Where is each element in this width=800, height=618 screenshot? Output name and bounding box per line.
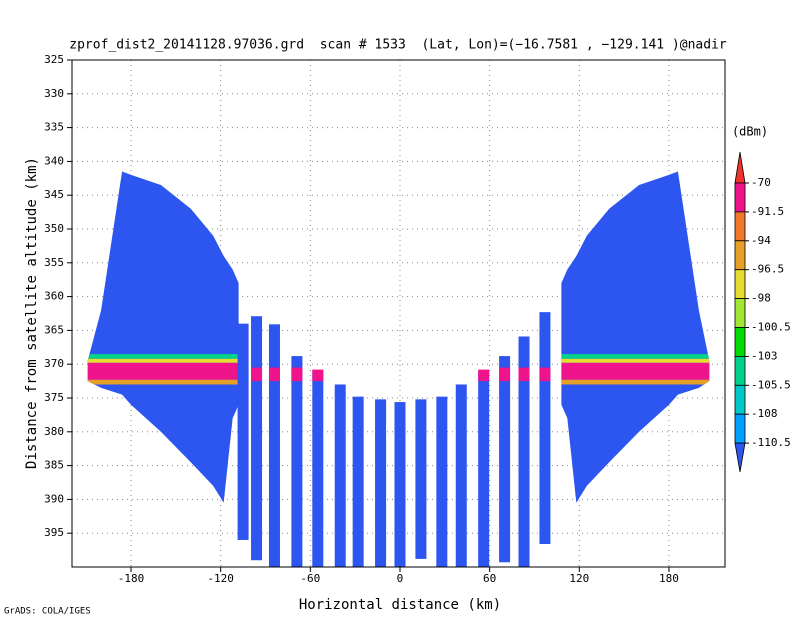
beam — [375, 399, 387, 567]
colorbar-label: -100.5 — [751, 321, 791, 334]
y-axis-label: Distance from satellite altitude (km) — [24, 157, 40, 469]
y-tick-label: 360 — [44, 290, 64, 303]
beam — [291, 356, 303, 567]
colorbar-box — [734, 355, 746, 386]
echo-layer — [87, 362, 239, 380]
x-tick-label: 0 — [397, 572, 404, 585]
swath — [87, 171, 239, 503]
beam-echo — [312, 369, 324, 382]
colorbar-box — [734, 211, 746, 242]
x-tick-label: -180 — [118, 572, 145, 585]
y-tick-label: 340 — [44, 154, 64, 167]
colorbar-label: -108 — [751, 407, 778, 420]
echo-layer — [561, 362, 710, 380]
y-tick-label: 385 — [44, 459, 64, 472]
x-tick-label: 120 — [569, 572, 589, 585]
echo-layer — [87, 358, 239, 363]
plot-frame — [71, 59, 726, 568]
colorbar-box — [734, 384, 746, 415]
y-tick-label: 350 — [44, 222, 64, 235]
credit: GrADS: COLA/IGES — [4, 607, 91, 617]
y-tick-label: 390 — [44, 492, 64, 505]
beam — [237, 323, 249, 540]
colorbar-label: -70 — [751, 176, 771, 189]
colorbar-label: -105.5 — [751, 378, 791, 391]
echo-layer — [87, 379, 239, 385]
colorbar-box — [734, 240, 746, 271]
beam — [334, 384, 346, 567]
y-tick-label: 395 — [44, 526, 64, 539]
echo-group — [561, 354, 710, 385]
colorbar-bottom — [734, 442, 746, 473]
beam — [268, 324, 280, 567]
y-tick-label: 375 — [44, 391, 64, 404]
plot-area — [72, 60, 725, 567]
colorbar-label: -91.5 — [751, 205, 784, 218]
x-tick-label: 60 — [483, 572, 496, 585]
colorbar-top — [734, 151, 746, 184]
x-tick-label: -120 — [207, 572, 234, 585]
beam — [499, 356, 511, 563]
echo-layer — [87, 354, 239, 359]
x-tick-label: 180 — [659, 572, 679, 585]
y-tick-label: 325 — [44, 53, 64, 66]
y-tick-label: 365 — [44, 323, 64, 336]
colorbar-box — [734, 413, 746, 444]
beam — [478, 370, 490, 567]
beam — [312, 370, 324, 567]
beam — [455, 384, 467, 567]
y-tick-label: 380 — [44, 425, 64, 438]
colorbar-unit: (dBm) — [732, 125, 768, 139]
y-tick-label: 335 — [44, 121, 64, 134]
y-tick-label: 355 — [44, 256, 64, 269]
beam — [415, 399, 427, 559]
beam-echo — [499, 367, 511, 382]
echo-layer — [561, 354, 710, 359]
colorbar-box — [734, 327, 746, 357]
beam-echo — [268, 367, 280, 382]
colorbar-label: -103 — [751, 349, 778, 362]
y-tick-label: 330 — [44, 87, 64, 100]
beam-echo — [251, 367, 263, 382]
beam-echo — [478, 369, 490, 382]
colorbar-box — [734, 269, 746, 300]
colorbar-label: -110.5 — [751, 436, 791, 449]
beam — [251, 316, 263, 561]
colorbar-label: -96.5 — [751, 263, 784, 276]
x-tick-label: -60 — [300, 572, 320, 585]
beam-echo — [291, 367, 303, 382]
colorbar-box — [734, 298, 746, 328]
beam — [539, 312, 551, 545]
beam — [436, 396, 448, 567]
beam — [518, 336, 530, 567]
colorbar-box — [734, 182, 746, 213]
swath — [561, 171, 710, 503]
colorbar-label: -94 — [751, 234, 771, 247]
x-axis-label: Horizontal distance (km) — [299, 597, 501, 613]
y-tick-label: 370 — [44, 357, 64, 370]
echo-layer — [561, 379, 710, 385]
echo-layer — [561, 358, 710, 363]
beam-echo — [518, 367, 530, 382]
beam — [352, 396, 364, 567]
echo-group — [87, 354, 239, 385]
chart-title: zprof_dist2_20141128.97036.grd scan # 15… — [69, 38, 727, 53]
beam-echo — [539, 367, 551, 382]
beam — [394, 402, 406, 567]
y-tick-label: 345 — [44, 188, 64, 201]
colorbar-label: -98 — [751, 292, 771, 305]
